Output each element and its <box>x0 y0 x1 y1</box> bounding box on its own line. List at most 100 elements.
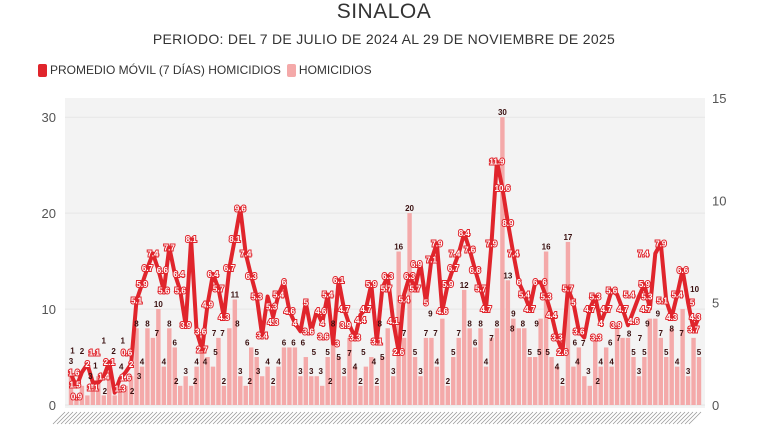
bar-homicides[interactable] <box>418 376 423 405</box>
bar-homicides[interactable] <box>620 337 625 405</box>
bar-homicides[interactable] <box>336 357 341 405</box>
point-moving-average[interactable] <box>184 323 188 327</box>
point-moving-average[interactable] <box>151 252 155 256</box>
point-moving-average[interactable] <box>282 280 286 284</box>
point-moving-average[interactable] <box>249 274 253 278</box>
bar-homicides[interactable] <box>85 395 90 405</box>
point-moving-average[interactable] <box>621 307 625 311</box>
bar-homicides[interactable] <box>587 385 592 405</box>
point-moving-average[interactable] <box>418 262 422 266</box>
bar-homicides[interactable] <box>549 357 554 405</box>
bar-homicides[interactable] <box>199 337 205 405</box>
point-moving-average[interactable] <box>309 329 313 333</box>
bar-homicides[interactable] <box>150 337 156 405</box>
point-moving-average[interactable] <box>386 274 390 278</box>
point-moving-average[interactable] <box>473 268 477 272</box>
point-moving-average[interactable] <box>129 362 133 366</box>
point-moving-average[interactable] <box>468 247 472 251</box>
point-moving-average[interactable] <box>216 286 220 290</box>
point-moving-average[interactable] <box>511 252 515 256</box>
point-moving-average[interactable] <box>555 335 559 339</box>
bar-homicides[interactable] <box>221 385 227 405</box>
point-moving-average[interactable] <box>697 315 701 319</box>
bar-homicides[interactable] <box>90 385 96 405</box>
point-moving-average[interactable] <box>550 313 554 317</box>
bar-homicides[interactable] <box>532 357 538 405</box>
point-moving-average[interactable] <box>435 241 439 245</box>
bar-homicides[interactable] <box>101 395 106 405</box>
bar-homicides[interactable] <box>112 395 117 405</box>
point-moving-average[interactable] <box>692 327 696 331</box>
bar-homicides[interactable] <box>210 366 216 405</box>
point-moving-average[interactable] <box>642 282 646 286</box>
point-moving-average[interactable] <box>287 309 291 313</box>
bar-homicides[interactable] <box>522 328 527 405</box>
bar-homicides[interactable] <box>614 328 620 405</box>
bar-homicides[interactable] <box>642 357 647 405</box>
point-moving-average[interactable] <box>588 307 592 311</box>
bar-homicides[interactable] <box>270 385 276 405</box>
bar-homicides[interactable] <box>456 337 461 405</box>
bar-homicides[interactable] <box>625 337 631 405</box>
bar-homicides[interactable] <box>205 357 210 405</box>
bar-homicides[interactable] <box>380 357 385 405</box>
point-moving-average[interactable] <box>571 301 575 305</box>
point-moving-average[interactable] <box>206 303 210 307</box>
point-moving-average[interactable] <box>681 268 685 272</box>
bar-homicides[interactable] <box>303 357 309 405</box>
point-moving-average[interactable] <box>484 307 488 311</box>
bar-homicides[interactable] <box>489 337 494 405</box>
point-moving-average[interactable] <box>462 231 466 235</box>
bar-homicides[interactable] <box>385 328 390 405</box>
bar-homicides[interactable] <box>434 366 440 405</box>
point-moving-average[interactable] <box>342 307 346 311</box>
point-moving-average[interactable] <box>489 241 493 245</box>
point-moving-average[interactable] <box>408 274 412 278</box>
point-moving-average[interactable] <box>353 335 357 339</box>
point-moving-average[interactable] <box>304 301 308 305</box>
point-moving-average[interactable] <box>69 372 73 376</box>
bar-homicides[interactable] <box>374 385 380 405</box>
bar-homicides[interactable] <box>330 328 336 405</box>
point-moving-average[interactable] <box>107 360 111 364</box>
point-moving-average[interactable] <box>337 278 341 282</box>
bar-homicides[interactable] <box>358 385 363 405</box>
point-moving-average[interactable] <box>348 323 352 327</box>
point-moving-average[interactable] <box>156 268 160 272</box>
bar-homicides[interactable] <box>500 117 505 405</box>
point-moving-average[interactable] <box>664 299 668 303</box>
point-moving-average[interactable] <box>320 321 324 325</box>
bar-homicides[interactable] <box>145 328 150 405</box>
bar-homicides[interactable] <box>352 366 358 405</box>
bar-homicides[interactable] <box>314 376 319 405</box>
point-moving-average[interactable] <box>457 252 461 256</box>
point-moving-average[interactable] <box>91 380 95 384</box>
point-moving-average[interactable] <box>298 329 302 333</box>
point-moving-average[interactable] <box>266 295 270 299</box>
point-moving-average[interactable] <box>145 266 149 270</box>
bar-homicides[interactable] <box>161 366 167 405</box>
bar-homicides[interactable] <box>445 385 451 405</box>
bar-homicides[interactable] <box>511 318 516 405</box>
bar-homicides[interactable] <box>259 376 265 405</box>
point-moving-average[interactable] <box>211 272 215 276</box>
bar-homicides[interactable] <box>609 366 614 405</box>
point-moving-average[interactable] <box>189 237 193 241</box>
point-moving-average[interactable] <box>331 342 335 346</box>
bar-homicides[interactable] <box>576 347 582 405</box>
point-moving-average[interactable] <box>315 309 319 313</box>
point-moving-average[interactable] <box>178 288 182 292</box>
point-moving-average[interactable] <box>397 350 401 354</box>
bar-homicides[interactable] <box>554 366 560 405</box>
bar-homicides[interactable] <box>658 337 663 405</box>
legend-item-homicides[interactable]: HOMICIDIOS <box>286 63 372 77</box>
point-moving-average[interactable] <box>500 186 504 190</box>
bar-homicides[interactable] <box>560 385 565 405</box>
point-moving-average[interactable] <box>375 340 379 344</box>
point-moving-average[interactable] <box>626 323 630 327</box>
point-moving-average[interactable] <box>522 292 526 296</box>
bar-homicides[interactable] <box>172 347 177 405</box>
point-moving-average[interactable] <box>233 237 237 241</box>
bar-homicides[interactable] <box>79 385 85 405</box>
bar-homicides[interactable] <box>603 347 609 405</box>
